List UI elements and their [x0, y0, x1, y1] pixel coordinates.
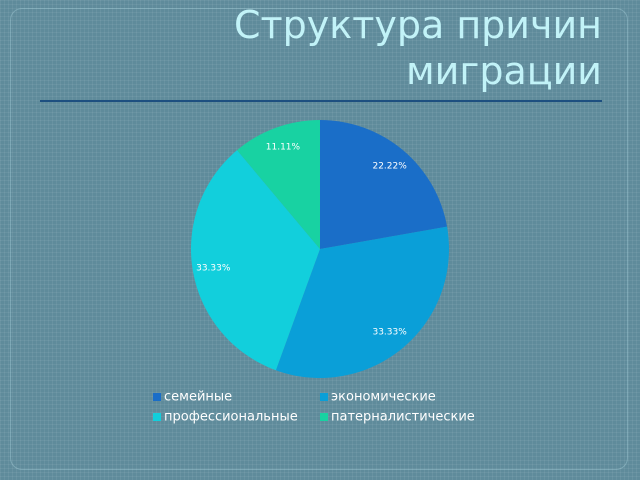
pie-slice: [275, 226, 449, 378]
legend-label: патерналистические: [331, 410, 475, 425]
frame: [10, 8, 628, 470]
value-label: 33.33%: [196, 263, 231, 273]
value-label: 33.33%: [372, 328, 407, 338]
legend-swatch: [153, 413, 161, 421]
title-rule: [40, 100, 602, 102]
chart-title: Структура причин миграции: [234, 3, 602, 93]
pie-slice: [320, 120, 448, 249]
legend-swatch: [320, 393, 328, 401]
value-label: 11.11%: [266, 143, 301, 153]
value-label: 22.22%: [372, 161, 407, 171]
pie-slice: [237, 120, 320, 249]
legend-swatch: [153, 393, 161, 401]
pie-slice: [190, 150, 320, 371]
legend-label: семейные: [164, 390, 232, 405]
legend-swatch: [320, 413, 328, 421]
legend-label: экономические: [331, 390, 436, 405]
legend-label: профессиональные: [164, 410, 298, 425]
